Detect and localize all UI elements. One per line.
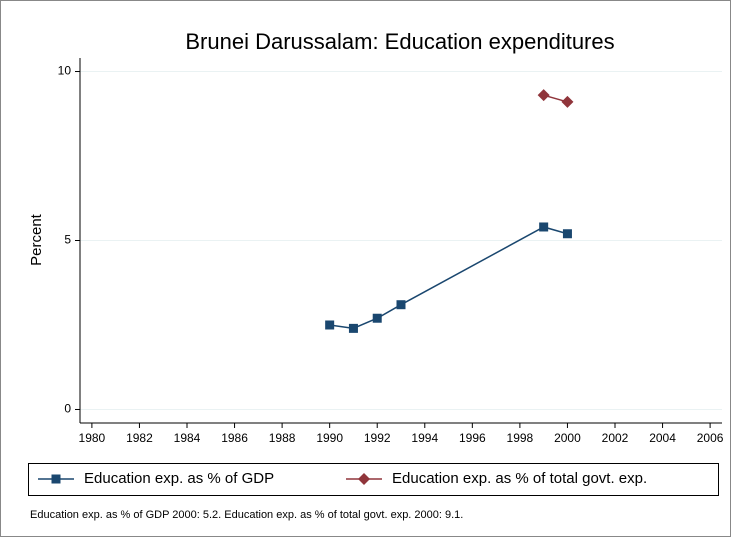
- y-axis-label: Percent: [28, 213, 45, 266]
- x-tick-label: 1982: [126, 431, 153, 445]
- x-tick-label: 2002: [602, 431, 629, 445]
- marker: [372, 313, 382, 323]
- x-tick-label: 1984: [174, 431, 201, 445]
- x-tick-label: 1994: [411, 431, 438, 445]
- marker: [348, 323, 358, 333]
- y-tick-label: 10: [58, 64, 72, 78]
- marker: [396, 300, 406, 310]
- x-tick-label: 1990: [316, 431, 343, 445]
- x-tick-label: 1998: [507, 431, 534, 445]
- y-tick-label: 5: [64, 233, 71, 247]
- marker: [561, 95, 574, 108]
- x-tick-label: 1992: [364, 431, 391, 445]
- marker: [537, 89, 550, 102]
- x-tick-label: 2000: [554, 431, 581, 445]
- y-tick-label: 0: [64, 402, 71, 416]
- chart-title: Brunei Darussalam: Education expenditure…: [185, 29, 614, 54]
- legend-label: Education exp. as % of total govt. exp.: [392, 470, 647, 487]
- note: Education exp. as % of GDP 2000: 5.2. Ed…: [30, 509, 463, 521]
- x-tick-label: 2006: [697, 431, 724, 445]
- marker: [51, 474, 61, 484]
- marker: [358, 473, 370, 485]
- x-tick-label: 1988: [269, 431, 296, 445]
- x-tick-label: 1996: [459, 431, 486, 445]
- marker: [325, 320, 335, 330]
- x-tick-label: 1986: [221, 431, 248, 445]
- legend-label: Education exp. as % of GDP: [84, 470, 274, 487]
- x-tick-label: 2004: [649, 431, 676, 445]
- marker: [562, 229, 572, 239]
- marker: [539, 222, 549, 232]
- x-tick-label: 1980: [79, 431, 106, 445]
